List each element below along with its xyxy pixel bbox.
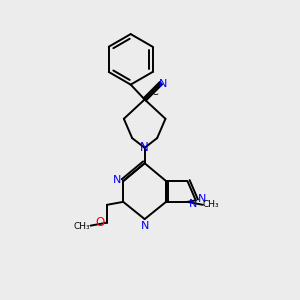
Text: C: C [151,88,158,98]
Text: N: N [113,176,122,185]
Text: CH₃: CH₃ [74,222,91,231]
Text: N: N [198,194,206,204]
Text: N: N [189,199,198,208]
Text: N: N [158,79,167,88]
Text: N: N [140,220,149,231]
Text: O: O [96,216,105,229]
Text: N: N [140,141,149,154]
Text: CH₃: CH₃ [203,200,220,209]
